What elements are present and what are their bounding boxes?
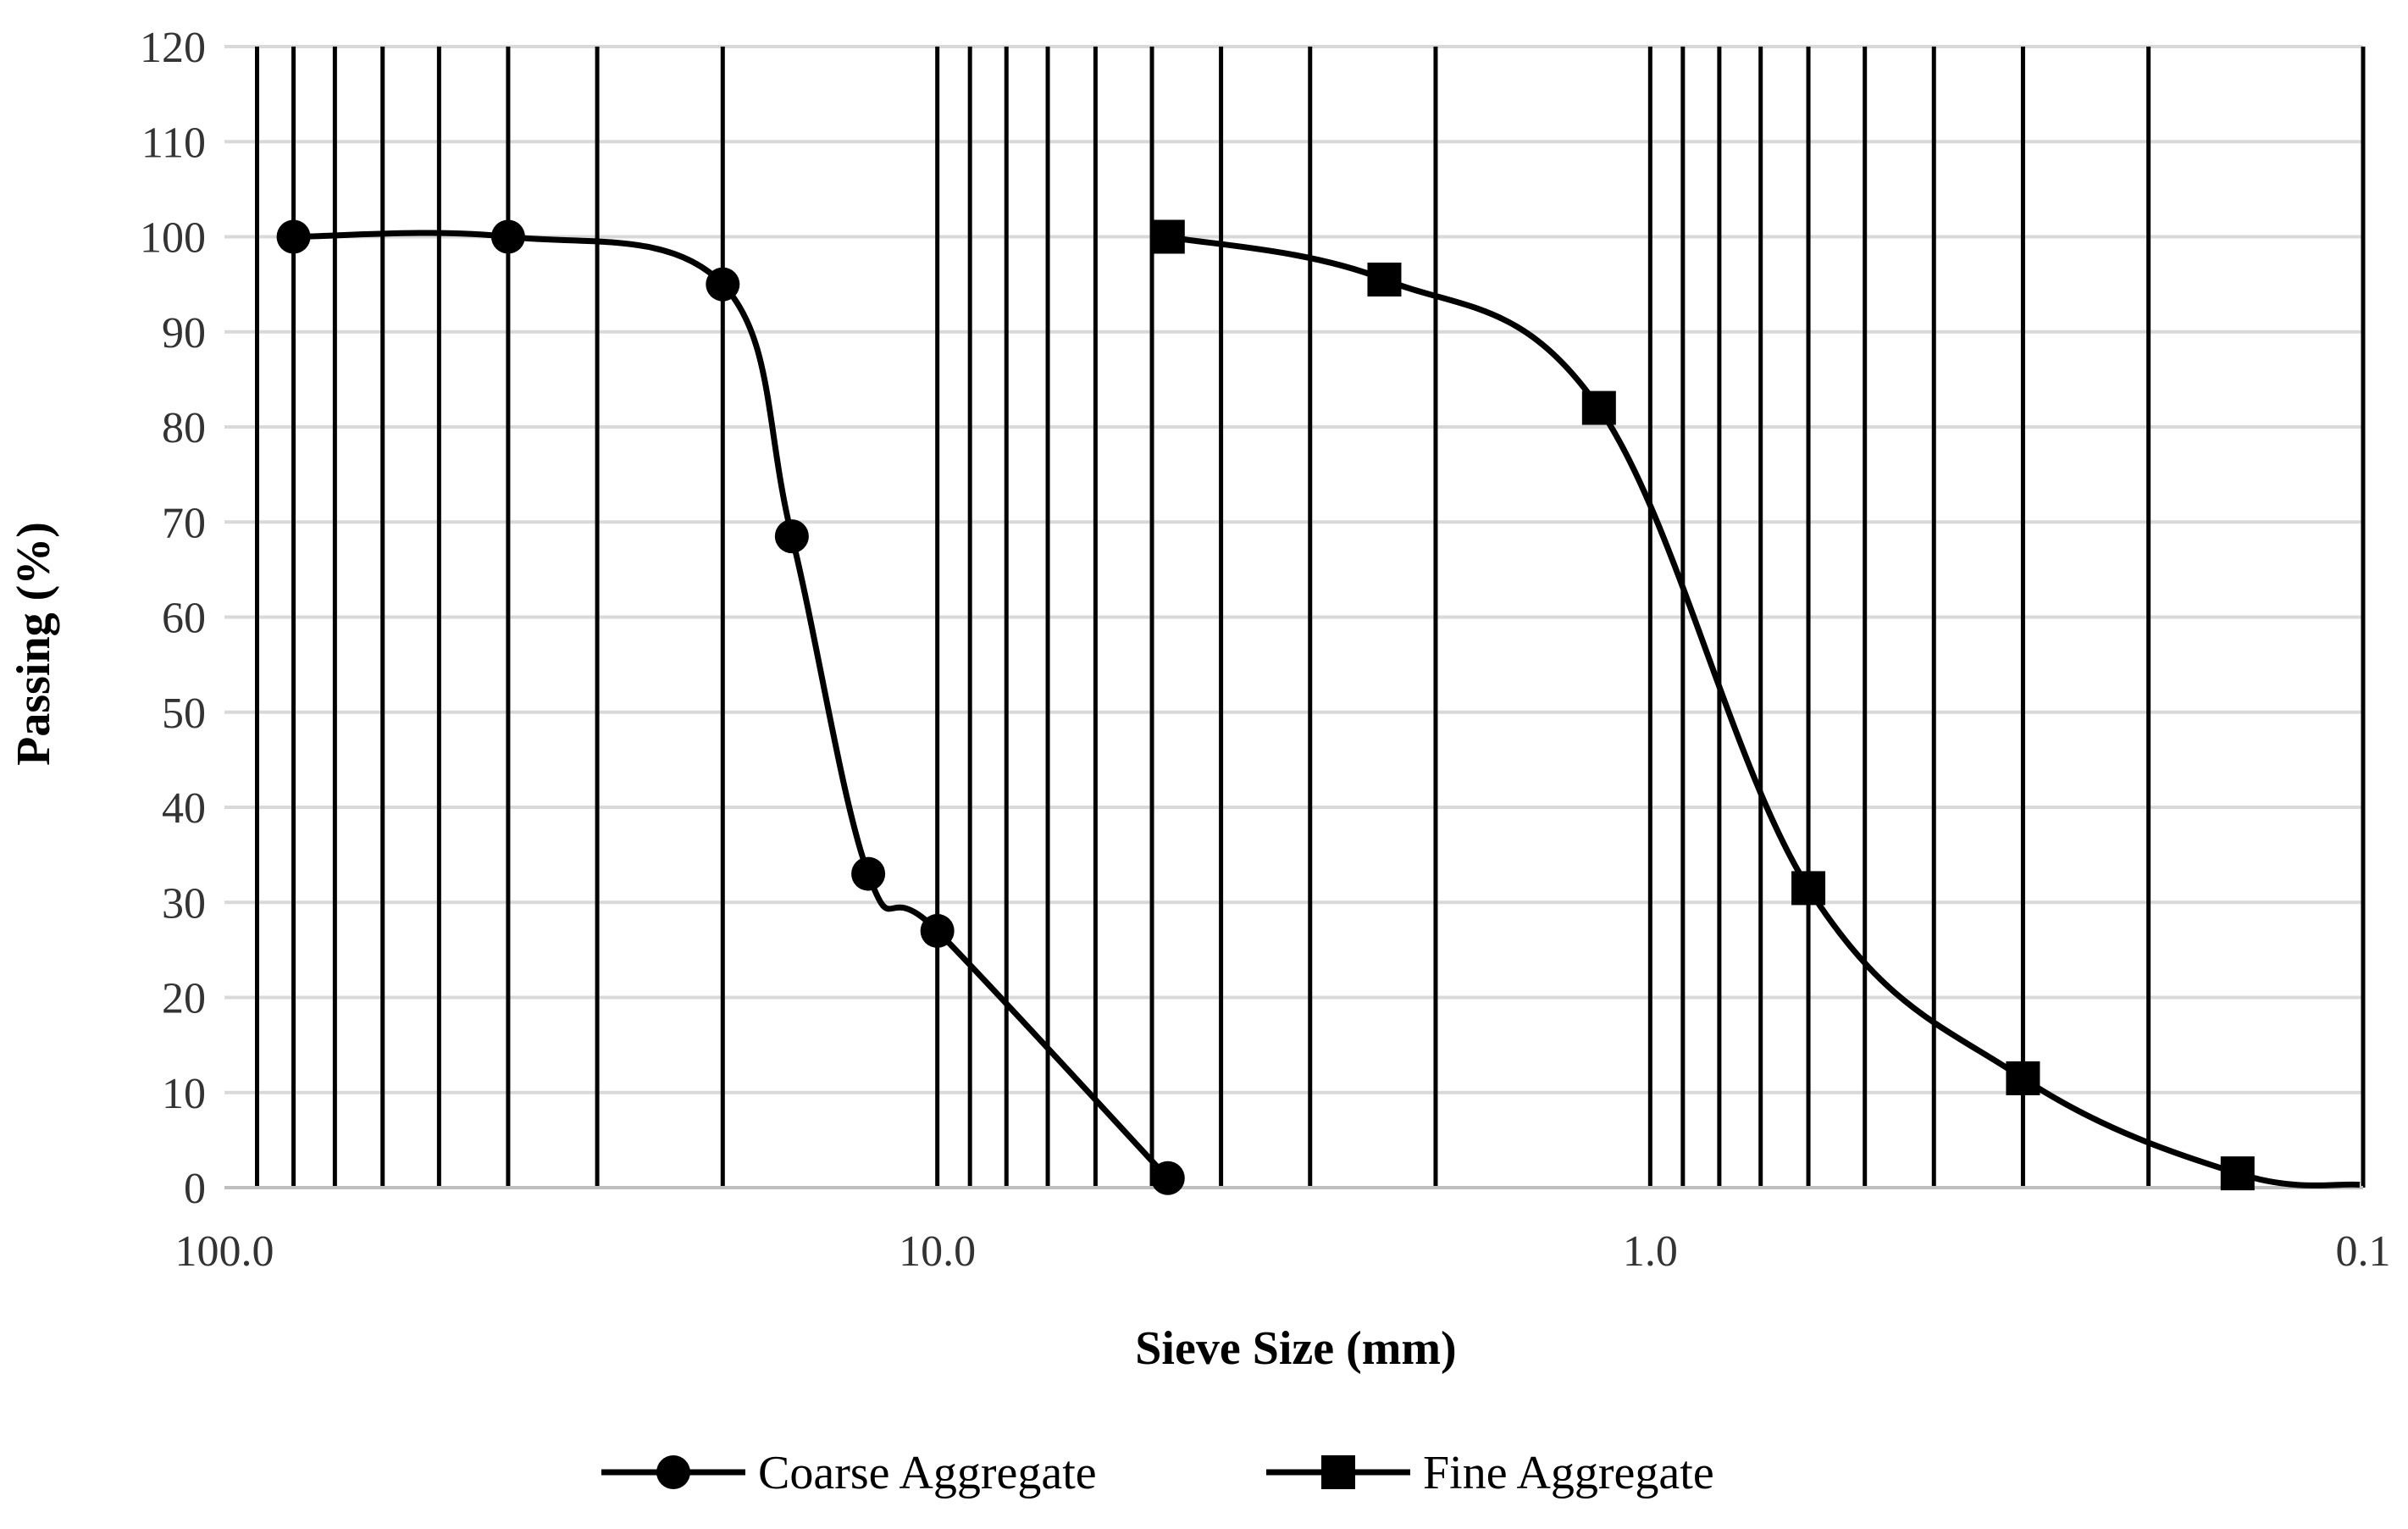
y-tick-label: 50	[162, 690, 206, 738]
horizontal-gridlines	[224, 45, 2363, 1094]
coarse-aggregate-point	[1150, 1161, 1185, 1195]
fine-aggregate-point	[1150, 219, 1185, 254]
coarse-aggregate-point	[920, 913, 955, 948]
y-tick-label: 80	[162, 404, 206, 452]
y-axis-title: Passing (%)	[8, 522, 60, 766]
legend-label: Coarse Aggregate	[758, 1447, 1097, 1499]
y-tick-labels: 0 10 20 30 40 50 60 70 80 90 100 110 120	[140, 24, 206, 1213]
coarse-aggregate-point	[276, 219, 311, 254]
x-tick-label: 1.0	[1623, 1227, 1678, 1276]
legend-label: Fine Aggregate	[1423, 1447, 1714, 1499]
fine-aggregate-point	[1367, 263, 1402, 297]
x-tick-label: 100.0	[175, 1227, 274, 1276]
legend-circle-icon	[656, 1455, 690, 1489]
vertical-gridlines	[255, 47, 2366, 1188]
fine-aggregate-point	[1791, 871, 1826, 906]
y-tick-label: 30	[162, 879, 206, 928]
y-tick-label: 70	[162, 499, 206, 547]
y-tick-label: 0	[184, 1165, 206, 1213]
x-tick-labels: 100.0 10.0 1.0 0.1	[175, 1227, 2391, 1276]
series-layer	[276, 219, 2361, 1195]
y-tick-label: 10	[162, 1070, 206, 1118]
coarse-aggregate-line	[293, 230, 1171, 1181]
legend: Coarse Aggregate Fine Aggregate	[601, 1447, 1714, 1499]
coarse-aggregate-point	[490, 219, 525, 254]
fine-aggregate-point	[1581, 391, 1616, 425]
y-tick-label: 110	[141, 119, 206, 167]
coarse-aggregate-point	[706, 267, 740, 302]
y-tick-label: 100	[140, 214, 206, 263]
legend-item-fine: Fine Aggregate	[1266, 1447, 1714, 1499]
coarse-aggregate-point	[851, 856, 886, 891]
x-tick-label: 0.1	[2336, 1227, 2391, 1276]
y-tick-label: 40	[162, 784, 206, 833]
y-tick-label: 90	[162, 309, 206, 357]
x-tick-label: 10.0	[899, 1227, 976, 1276]
y-tick-label: 20	[162, 975, 206, 1023]
fine-aggregate-point	[2220, 1156, 2255, 1191]
y-tick-label: 120	[140, 24, 206, 72]
y-tick-label: 60	[162, 595, 206, 643]
coarse-aggregate-point	[774, 519, 809, 554]
legend-item-coarse: Coarse Aggregate	[601, 1447, 1097, 1499]
legend-square-icon	[1321, 1455, 1355, 1489]
x-axis-title: Sieve Size (mm)	[1135, 1322, 1456, 1375]
fine-aggregate-point	[2006, 1061, 2040, 1095]
